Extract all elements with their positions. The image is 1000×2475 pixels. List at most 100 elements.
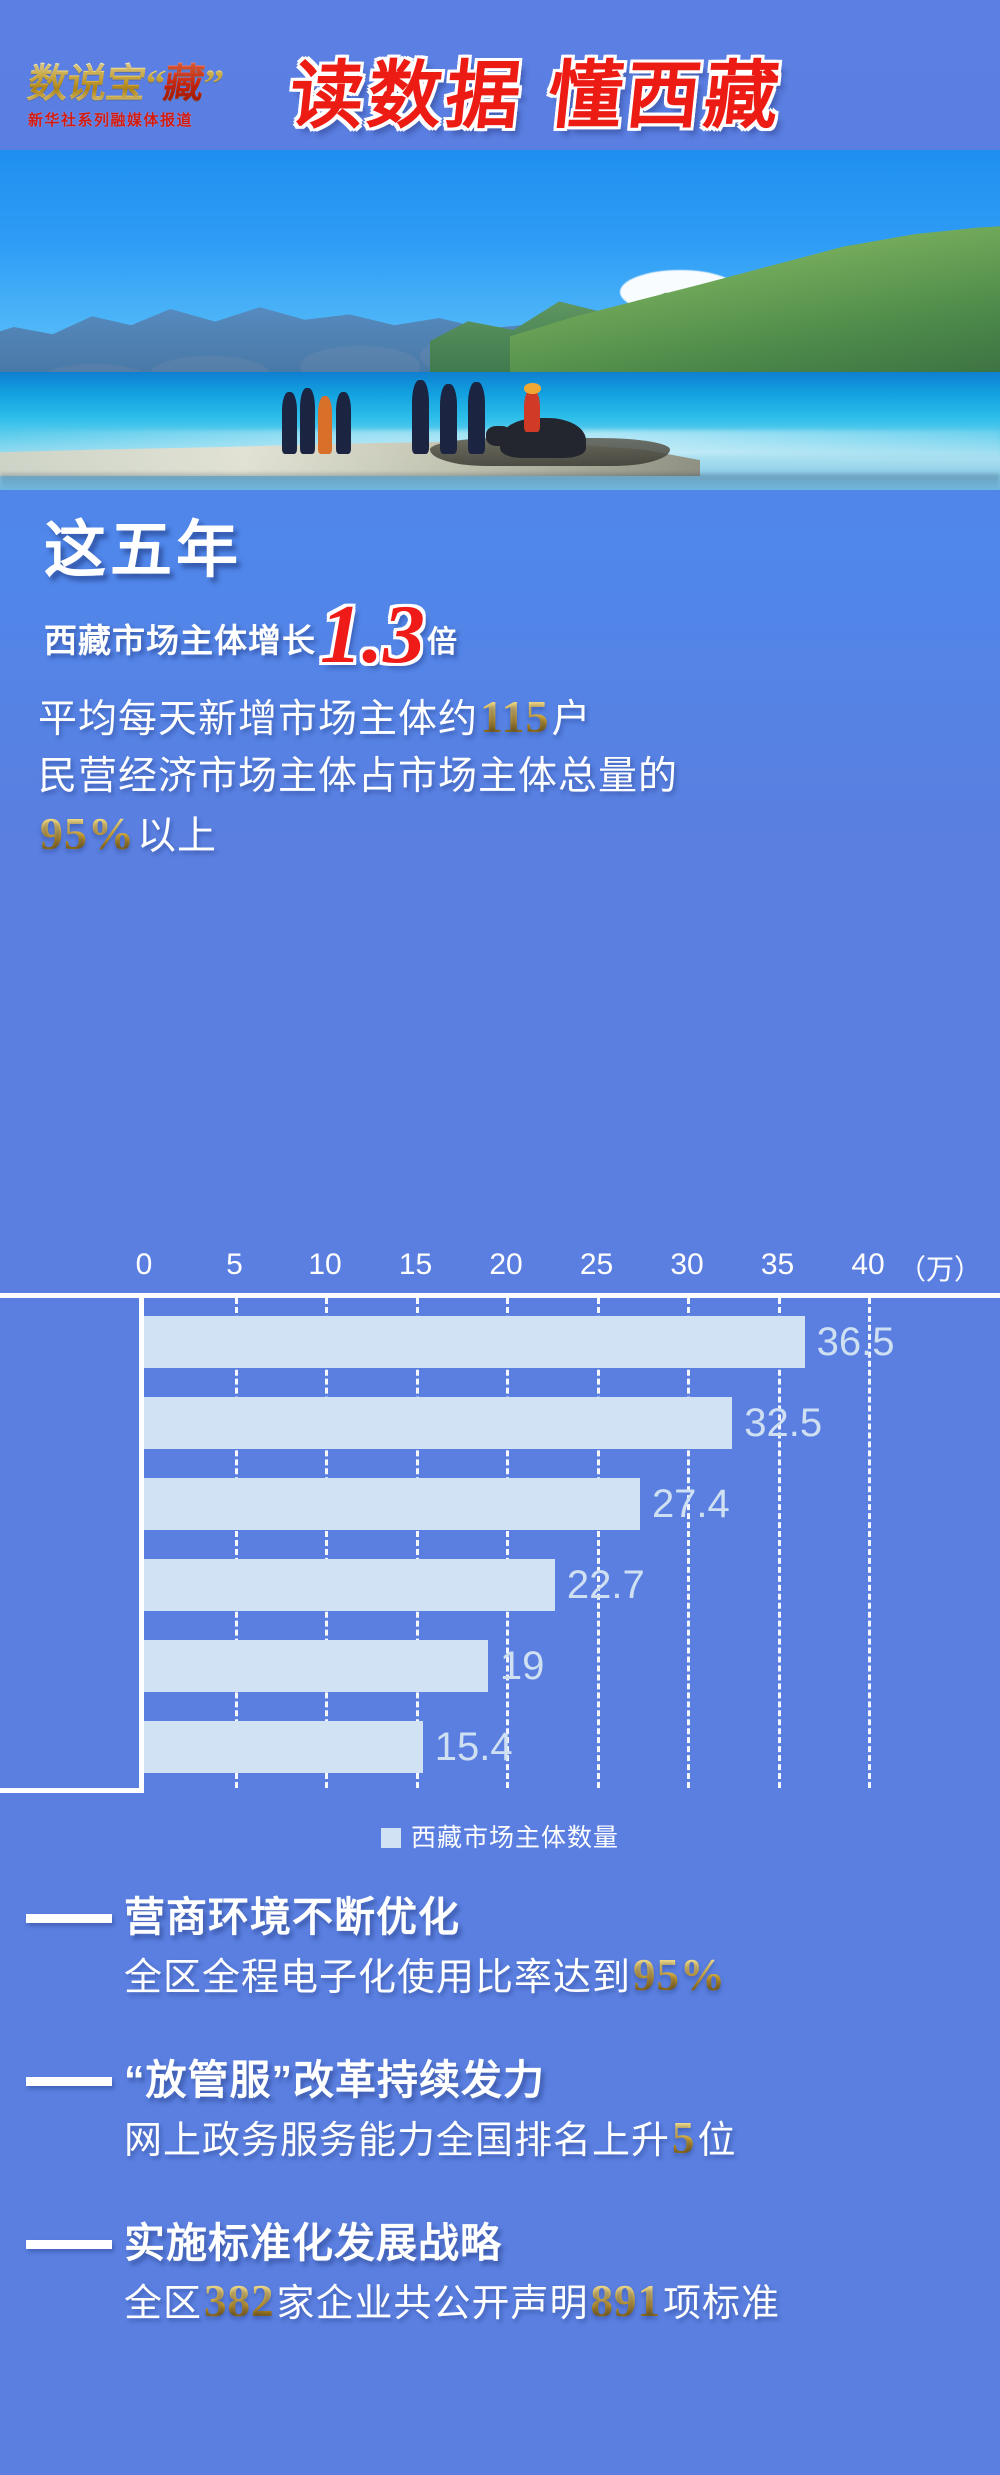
chart-row: 2018年27.4 [144, 1478, 1000, 1530]
bullet-desc: 全区382家企业共公开声明891项标准 [124, 2272, 1000, 2333]
bullet-title: 实施标准化发展战略 [124, 2220, 502, 2266]
x-tick-25: 25 [579, 1248, 614, 1281]
bullet-desc-text: 全区全程电子化使用比率达到 [124, 1957, 632, 1999]
bullet-desc: 全区全程电子化使用比率达到95% [124, 1946, 1000, 2007]
gridline-25 [596, 1298, 600, 1788]
chart-row: 2019年32.5 [144, 1397, 1000, 1449]
bar-2020年 [144, 1316, 805, 1368]
x-axis-unit-label: （万） [898, 1254, 983, 1285]
water-reflection [0, 474, 1000, 490]
x-tick-15: 15 [398, 1248, 433, 1281]
bullet-list: 营商环境不断优化 全区全程电子化使用比率达到95% “放管服”改革持续发力 网上… [0, 1888, 1000, 2359]
x-tick-30: 30 [670, 1248, 704, 1281]
chart-row: 2020年36.5 [144, 1316, 1000, 1368]
bullet-item: 实施标准化发展战略 全区382家企业共公开声明891项标准 [0, 2214, 1000, 2333]
bullet-desc-mid: 家企业共公开声明 [276, 2283, 589, 2325]
chart-row: 2015年15.4 [144, 1721, 1000, 1773]
stat-sub-prefix: 西藏市场主体增长 [44, 622, 316, 659]
stat-line3-number: 95% [40, 808, 135, 859]
bar-2017年 [144, 1559, 555, 1611]
value-label-2016年: 19 [499, 1644, 545, 1688]
gridline-30 [687, 1298, 690, 1788]
gridline-5 [234, 1298, 238, 1788]
hero-photo [0, 150, 1000, 490]
logo-wordmark: 数说宝“藏” [24, 61, 281, 106]
x-tick-20: 20 [489, 1248, 523, 1281]
person-silhouette [468, 382, 485, 454]
x-axis-tick-labels: 0 5 10 15 20 25 30 35 40 [0, 1248, 1000, 1292]
plot-area: 2020年36.5 2019年32.5 2018年27.4 2017年22.7 2016… [144, 1298, 1000, 1788]
bullet-desc-suffix: 位 [697, 2120, 737, 2162]
value-label-2019年: 32.5 [744, 1401, 823, 1445]
value-label-2017年: 22.7 [566, 1563, 645, 1607]
person-silhouette [336, 392, 351, 454]
gridline-35 [777, 1298, 781, 1788]
y-axis-line [139, 1293, 144, 1793]
value-label-2020年: 36.5 [816, 1320, 895, 1364]
stat-line1-number: 115 [480, 691, 550, 742]
stat-line-2: 民营经济市场主体占市场主体总量的 [38, 755, 679, 798]
value-label-2018年: 27.4 [651, 1482, 730, 1526]
yak-rider [524, 390, 540, 432]
brand-logo: 数说宝“藏” 新华社系列融媒体报道 [24, 61, 281, 134]
dash-marker-icon [26, 2240, 112, 2249]
value-label-2015年: 15.4 [434, 1725, 513, 1769]
yak-head [486, 426, 512, 446]
page-title: 读数据 懂西藏 [285, 54, 787, 137]
logo-zang: 藏 [160, 61, 207, 106]
person-silhouette [440, 384, 457, 454]
stat-sub-suffix: 倍 [427, 626, 457, 659]
bullet-item: 营商环境不断优化 全区全程电子化使用比率达到95% [0, 1888, 1000, 2007]
gridline-15 [415, 1298, 419, 1788]
chart-row: 2016年19 [144, 1640, 1000, 1692]
bullet-item: “放管服”改革持续发力 网上政务服务能力全国排名上升5位 [0, 2051, 1000, 2170]
logo-subtitle: 新华社系列融媒体报道 [28, 112, 194, 129]
bullet-desc-number: 382 [204, 2276, 275, 2326]
bar-2019年 [144, 1397, 733, 1449]
gridline-40 [868, 1298, 871, 1788]
chart-legend: 西藏市场主体数量 [0, 1818, 1000, 1854]
yak [500, 418, 586, 458]
chart-row: 2017年22.7 [144, 1559, 1000, 1611]
bullet-desc-number-2: 891 [590, 2276, 662, 2326]
bar-2015年 [144, 1721, 423, 1773]
stat-line-3: 95%以上 [38, 805, 968, 865]
stat-body: 平均每天新增市场主体约115户 民营经济市场主体占市场主体总量的 95%以上 [38, 688, 968, 865]
person-silhouette [318, 396, 332, 454]
bullet-desc-number: 95% [633, 1950, 727, 2000]
dash-marker-icon [26, 1914, 112, 1923]
header: 数说宝“藏” 新华社系列融媒体报道 读数据 懂西藏 [0, 0, 1000, 150]
stat-kicker: 这五年 [44, 516, 243, 585]
person-silhouette [300, 388, 315, 454]
yak-rider-hat [524, 383, 541, 394]
stat-block: 这五年 西藏市场主体增长 1.3 倍 平均每天新增市场主体约115户 民营经济市… [0, 490, 1000, 860]
bullet-desc-text: 网上政务服务能力全国排名上升 [124, 2120, 671, 2162]
gridline-10 [325, 1298, 328, 1788]
bullet-desc: 网上政务服务能力全国排名上升5位 [124, 2109, 1000, 2170]
x-tick-35: 35 [760, 1248, 795, 1281]
logo-prefix: 数说宝 [24, 61, 149, 106]
stat-sub-number: 1.3 [320, 588, 425, 681]
legend-label: 西藏市场主体数量 [410, 1824, 619, 1852]
bullet-desc-number: 5 [672, 2113, 696, 2163]
x-tick-10: 10 [308, 1248, 342, 1281]
x-tick-5: 5 [226, 1248, 243, 1281]
stat-line3-text: 以上 [137, 815, 218, 858]
bullet-desc-text: 全区 [124, 2283, 203, 2325]
gridline-20 [506, 1298, 509, 1788]
bar-2018年 [144, 1478, 640, 1530]
bar-2016年 [144, 1640, 488, 1692]
x-tick-40: 40 [851, 1248, 885, 1281]
legend-swatch [380, 1828, 401, 1848]
person-silhouette [282, 392, 297, 454]
bullet-desc-suffix: 项标准 [663, 2283, 781, 2325]
stat-subline: 西藏市场主体增长 1.3 倍 [44, 586, 457, 677]
x-tick-0: 0 [135, 1248, 153, 1281]
person-silhouette [412, 380, 429, 454]
chart-top-rule [0, 1293, 1000, 1298]
stat-line1-text-b: 户 [551, 698, 592, 741]
dash-marker-icon [26, 2077, 112, 2086]
stat-line1-text-a: 平均每天新增市场主体约 [38, 698, 479, 741]
